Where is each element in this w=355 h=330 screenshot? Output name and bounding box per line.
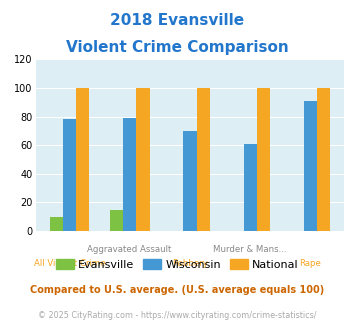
Bar — [63, 119, 76, 231]
Bar — [76, 88, 89, 231]
Text: 2018 Evansville: 2018 Evansville — [110, 13, 245, 28]
Bar — [136, 88, 149, 231]
Bar — [244, 144, 257, 231]
Text: Violent Crime Comparison: Violent Crime Comparison — [66, 40, 289, 54]
Bar — [183, 131, 197, 231]
Bar — [257, 88, 270, 231]
Text: Murder & Mans...: Murder & Mans... — [213, 245, 287, 254]
Bar — [123, 118, 136, 231]
Bar — [110, 210, 123, 231]
Text: All Violent Crime: All Violent Crime — [34, 259, 105, 268]
Text: Compared to U.S. average. (U.S. average equals 100): Compared to U.S. average. (U.S. average … — [31, 285, 324, 295]
Bar — [197, 88, 210, 231]
Bar — [50, 217, 63, 231]
Legend: Evansville, Wisconsin, National: Evansville, Wisconsin, National — [51, 255, 304, 274]
Text: Aggravated Assault: Aggravated Assault — [87, 245, 172, 254]
Bar — [304, 101, 317, 231]
Text: © 2025 CityRating.com - https://www.cityrating.com/crime-statistics/: © 2025 CityRating.com - https://www.city… — [38, 311, 317, 320]
Text: Robbery: Robbery — [172, 259, 208, 268]
Text: Rape: Rape — [300, 259, 321, 268]
Bar — [317, 88, 330, 231]
